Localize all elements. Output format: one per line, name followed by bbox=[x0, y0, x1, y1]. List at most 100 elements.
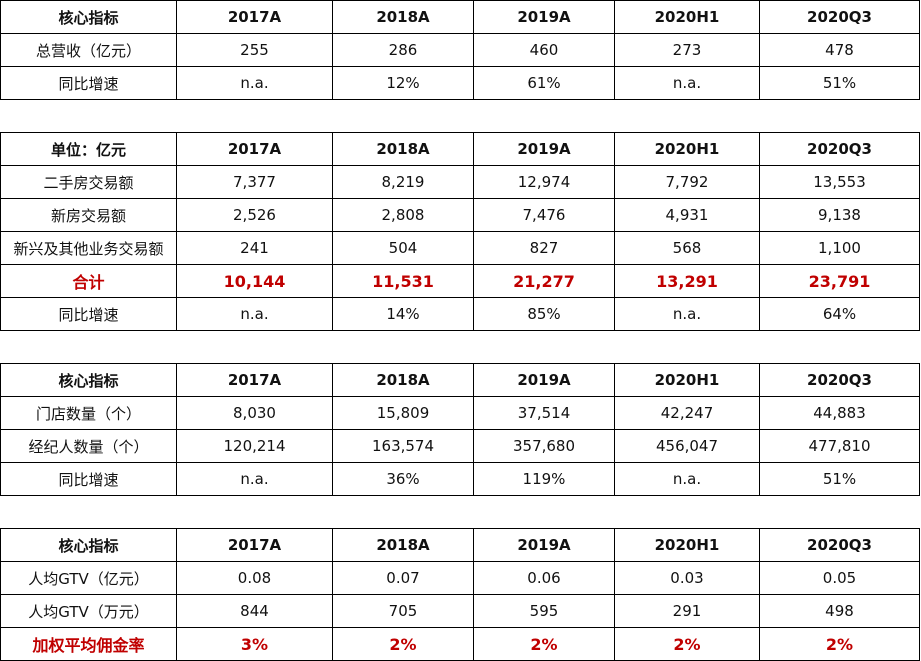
cell: 0.03 bbox=[614, 561, 760, 595]
cell: n.a. bbox=[176, 297, 333, 331]
header-row: 核心指标 2017A 2018A 2019A 2020H1 2020Q3 bbox=[0, 528, 920, 562]
cell: 273 bbox=[614, 33, 760, 67]
cell: 0.07 bbox=[332, 561, 474, 595]
header-cell: 2017A bbox=[176, 363, 333, 397]
cell: 7,476 bbox=[473, 198, 615, 232]
table-row: 新兴及其他业务交易额 241 504 827 568 1,100 bbox=[0, 231, 920, 265]
table-row: 二手房交易额 7,377 8,219 12,974 7,792 13,553 bbox=[0, 165, 920, 199]
header-cell: 2020H1 bbox=[614, 363, 760, 397]
per-agent-table: 核心指标 2017A 2018A 2019A 2020H1 2020Q3 人均G… bbox=[0, 528, 920, 661]
gtv-table: 单位：亿元 2017A 2018A 2019A 2020H1 2020Q3 二手… bbox=[0, 132, 920, 331]
cell: 8,030 bbox=[176, 396, 333, 430]
cell: 21,277 bbox=[473, 264, 615, 298]
row-label: 二手房交易额 bbox=[0, 165, 177, 199]
row-label: 同比增速 bbox=[0, 66, 177, 100]
header-row: 核心指标 2017A 2018A 2019A 2020H1 2020Q3 bbox=[0, 0, 920, 34]
cell: 3% bbox=[176, 627, 333, 661]
cell: 8,219 bbox=[332, 165, 474, 199]
table-row: 人均GTV（万元） 844 705 595 291 498 bbox=[0, 594, 920, 628]
cell: n.a. bbox=[176, 66, 333, 100]
row-label: 同比增速 bbox=[0, 462, 177, 496]
table-row: 新房交易额 2,526 2,808 7,476 4,931 9,138 bbox=[0, 198, 920, 232]
cell: 51% bbox=[759, 462, 920, 496]
commission-row: 加权平均佣金率 3% 2% 2% 2% 2% bbox=[0, 627, 920, 661]
cell: 460 bbox=[473, 33, 615, 67]
cell: 10,144 bbox=[176, 264, 333, 298]
header-row: 核心指标 2017A 2018A 2019A 2020H1 2020Q3 bbox=[0, 363, 920, 397]
cell: 2% bbox=[614, 627, 760, 661]
cell: 7,792 bbox=[614, 165, 760, 199]
cell: 0.08 bbox=[176, 561, 333, 595]
cell: 477,810 bbox=[759, 429, 920, 463]
row-label: 新房交易额 bbox=[0, 198, 177, 232]
cell: 119% bbox=[473, 462, 615, 496]
header-cell: 2020Q3 bbox=[759, 0, 920, 34]
cell: 163,574 bbox=[332, 429, 474, 463]
cell: 357,680 bbox=[473, 429, 615, 463]
header-cell: 2017A bbox=[176, 132, 333, 166]
row-label: 新兴及其他业务交易额 bbox=[0, 231, 177, 265]
cell: 37,514 bbox=[473, 396, 615, 430]
cell: 2,808 bbox=[332, 198, 474, 232]
cell: 51% bbox=[759, 66, 920, 100]
row-label: 经纪人数量（个） bbox=[0, 429, 177, 463]
header-cell: 2019A bbox=[473, 0, 615, 34]
table-row: 总营收（亿元） 255 286 460 273 478 bbox=[0, 33, 920, 67]
cell: 2% bbox=[759, 627, 920, 661]
table-row: 人均GTV（亿元） 0.08 0.07 0.06 0.03 0.05 bbox=[0, 561, 920, 595]
cell: 255 bbox=[176, 33, 333, 67]
cell: n.a. bbox=[614, 462, 760, 496]
cell: n.a. bbox=[176, 462, 333, 496]
row-label: 人均GTV（万元） bbox=[0, 594, 177, 628]
header-cell: 2019A bbox=[473, 363, 615, 397]
revenue-table: 核心指标 2017A 2018A 2019A 2020H1 2020Q3 总营收… bbox=[0, 0, 920, 100]
header-cell: 2017A bbox=[176, 0, 333, 34]
cell: 14% bbox=[332, 297, 474, 331]
header-cell: 2020H1 bbox=[614, 0, 760, 34]
cell: 61% bbox=[473, 66, 615, 100]
cell: 12% bbox=[332, 66, 474, 100]
cell: 11,531 bbox=[332, 264, 474, 298]
table-row: 同比增速 n.a. 12% 61% n.a. 51% bbox=[0, 66, 920, 100]
cell: 13,291 bbox=[614, 264, 760, 298]
cell: 0.06 bbox=[473, 561, 615, 595]
cell: 2% bbox=[332, 627, 474, 661]
header-cell: 单位：亿元 bbox=[0, 132, 177, 166]
cell: 1,100 bbox=[759, 231, 920, 265]
cell: 13,553 bbox=[759, 165, 920, 199]
header-cell: 2019A bbox=[473, 528, 615, 562]
cell: 44,883 bbox=[759, 396, 920, 430]
table-row: 门店数量（个） 8,030 15,809 37,514 42,247 44,88… bbox=[0, 396, 920, 430]
cell: n.a. bbox=[614, 66, 760, 100]
cell: 12,974 bbox=[473, 165, 615, 199]
header-cell: 2020H1 bbox=[614, 528, 760, 562]
cell: 15,809 bbox=[332, 396, 474, 430]
table-row: 经纪人数量（个） 120,214 163,574 357,680 456,047… bbox=[0, 429, 920, 463]
row-label: 同比增速 bbox=[0, 297, 177, 331]
header-cell: 2020Q3 bbox=[759, 528, 920, 562]
cell: 0.05 bbox=[759, 561, 920, 595]
cell: 456,047 bbox=[614, 429, 760, 463]
header-cell: 2017A bbox=[176, 528, 333, 562]
header-cell: 2020H1 bbox=[614, 132, 760, 166]
cell: 85% bbox=[473, 297, 615, 331]
header-cell: 2018A bbox=[332, 132, 474, 166]
cell: 120,214 bbox=[176, 429, 333, 463]
header-cell: 核心指标 bbox=[0, 0, 177, 34]
header-cell: 核心指标 bbox=[0, 528, 177, 562]
total-row: 合计 10,144 11,531 21,277 13,291 23,791 bbox=[0, 264, 920, 298]
row-label: 合计 bbox=[0, 264, 177, 298]
table-row: 同比增速 n.a. 14% 85% n.a. 64% bbox=[0, 297, 920, 331]
cell: 705 bbox=[332, 594, 474, 628]
row-label: 门店数量（个） bbox=[0, 396, 177, 430]
cell: 498 bbox=[759, 594, 920, 628]
stores-agents-table: 核心指标 2017A 2018A 2019A 2020H1 2020Q3 门店数… bbox=[0, 363, 920, 496]
cell: 2,526 bbox=[176, 198, 333, 232]
cell: 64% bbox=[759, 297, 920, 331]
cell: 4,931 bbox=[614, 198, 760, 232]
cell: 504 bbox=[332, 231, 474, 265]
header-row: 单位：亿元 2017A 2018A 2019A 2020H1 2020Q3 bbox=[0, 132, 920, 166]
header-cell: 2019A bbox=[473, 132, 615, 166]
header-cell: 2020Q3 bbox=[759, 132, 920, 166]
